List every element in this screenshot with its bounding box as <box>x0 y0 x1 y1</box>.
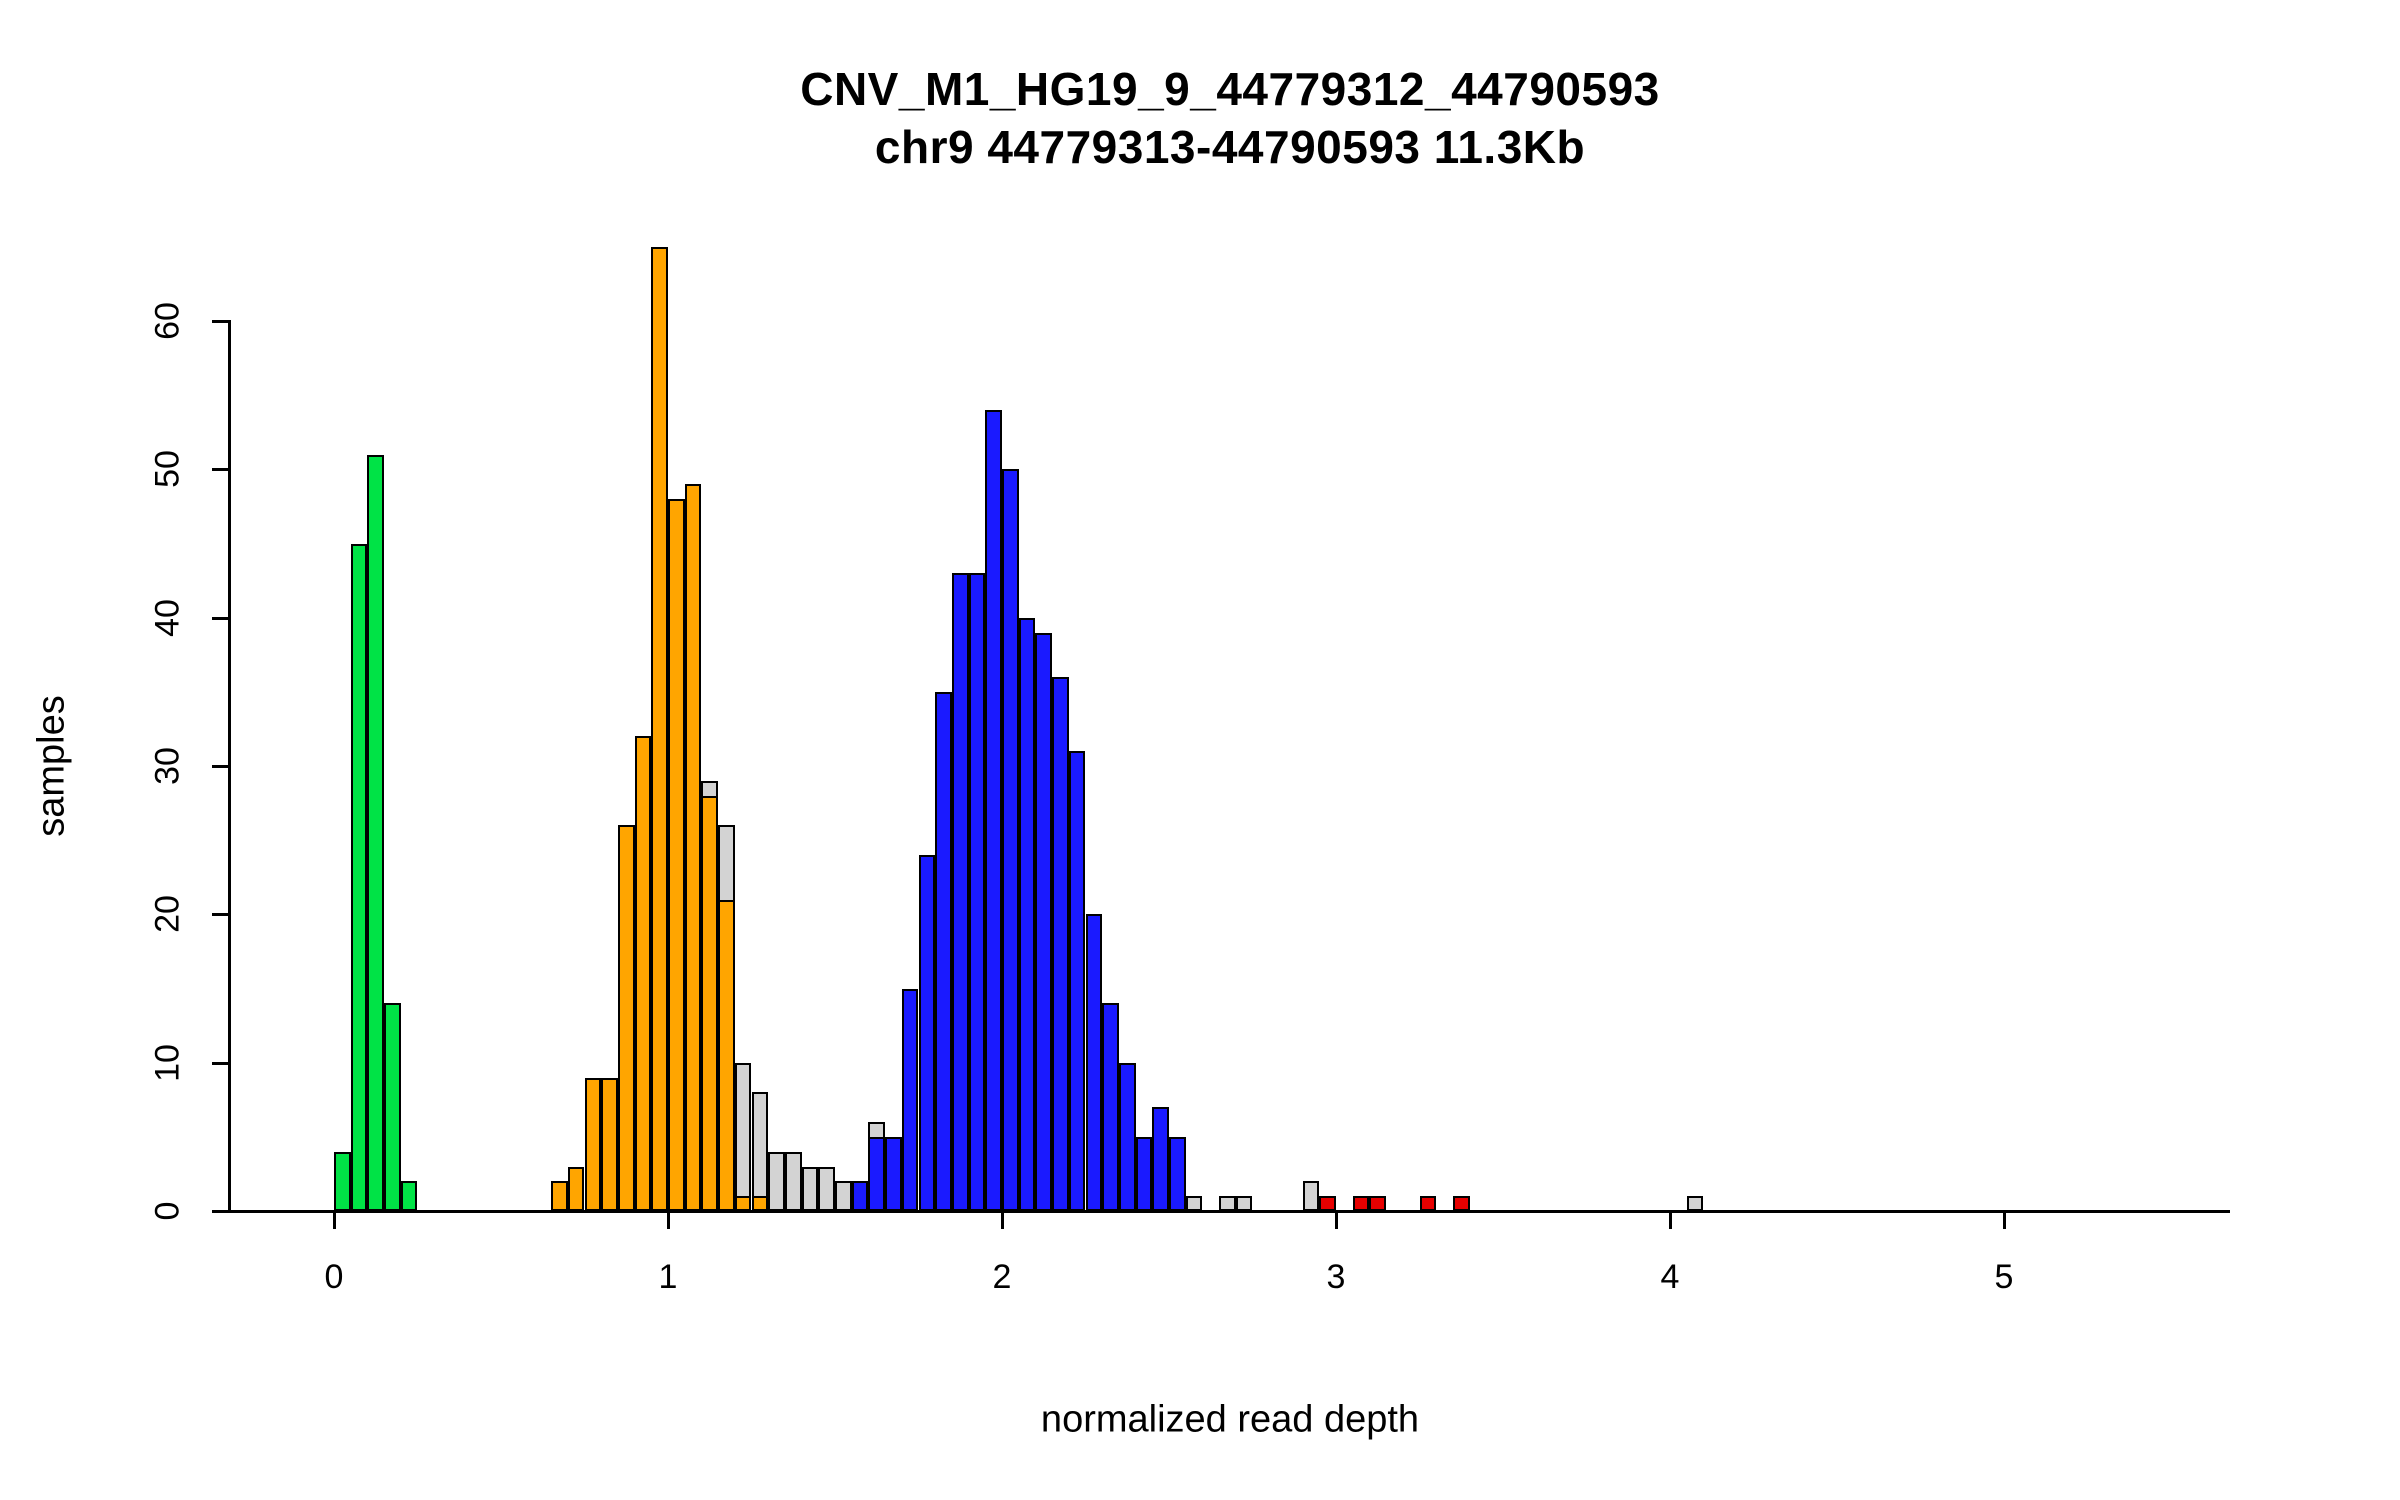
y-axis-tick-label: 60 <box>148 302 187 340</box>
hist-bar-blue <box>918 855 936 1211</box>
y-axis-tick <box>212 765 228 768</box>
hist-bar-blue <box>951 573 969 1211</box>
y-axis-tick <box>212 320 228 323</box>
hist-bar-green <box>367 454 385 1211</box>
y-axis-tick <box>212 468 228 472</box>
y-axis-tick-label: 50 <box>148 450 187 489</box>
x-axis-label: normalized read depth <box>1040 1398 1420 1441</box>
hist-bar-orange <box>701 795 719 1211</box>
hist-bar-orange <box>668 499 685 1211</box>
y-axis-tick <box>212 913 228 917</box>
y-axis-tick <box>212 616 228 620</box>
hist-bar-gray <box>768 1151 785 1211</box>
hist-bar-blue <box>1035 632 1053 1211</box>
x-axis-line <box>228 1210 2230 1213</box>
hist-bar-orange <box>617 825 635 1211</box>
x-axis-tick <box>2003 1213 2006 1229</box>
hist-bar-gray <box>1219 1196 1236 1211</box>
x-axis-tick <box>1669 1213 1672 1229</box>
x-axis-tick-label: 0 <box>324 1258 344 1296</box>
hist-bar-red <box>1369 1196 1387 1211</box>
hist-bar-gray <box>1686 1196 1704 1211</box>
hist-bar-orange <box>751 1196 769 1211</box>
x-axis-tick-label: 2 <box>992 1258 1012 1296</box>
y-axis-tick <box>212 1210 228 1213</box>
y-axis-tick-label: 10 <box>148 1043 187 1082</box>
hist-bar-blue <box>885 1136 902 1211</box>
x-axis-tick-label: 5 <box>1994 1258 2014 1296</box>
hist-bar-blue <box>1102 1003 1119 1211</box>
y-axis-tick-label: 20 <box>148 895 187 934</box>
hist-bar-green <box>334 1151 351 1211</box>
hist-bar-green <box>350 543 368 1211</box>
hist-bar-blue <box>1169 1136 1186 1211</box>
hist-bar-orange <box>718 899 735 1211</box>
x-axis-tick-label: 1 <box>658 1258 678 1296</box>
hist-bar-green <box>384 1003 401 1211</box>
x-axis-tick <box>333 1213 336 1229</box>
chart-title: CNV_M1_HG19_9_44779312_44790593 <box>800 63 1660 115</box>
hist-bar-blue <box>1018 617 1036 1211</box>
y-axis-tick <box>212 1061 228 1065</box>
hist-bar-blue <box>1068 751 1086 1211</box>
x-axis-tick <box>667 1213 670 1229</box>
hist-bar-orange <box>651 246 668 1211</box>
hist-bar-orange <box>551 1181 568 1211</box>
hist-bar-gray <box>1185 1196 1203 1211</box>
hist-bar-gray-background <box>734 1062 752 1211</box>
hist-bar-gray <box>818 1166 835 1211</box>
hist-bar-blue <box>1052 677 1069 1211</box>
hist-bar-orange <box>734 1196 752 1211</box>
hist-bar-blue <box>901 988 919 1211</box>
hist-bar-blue <box>868 1136 886 1211</box>
hist-bar-gray <box>1302 1181 1320 1211</box>
y-axis-line <box>228 320 231 1212</box>
x-axis-tick <box>1335 1213 1338 1229</box>
hist-bar-orange <box>684 484 702 1211</box>
hist-bar-red <box>1452 1196 1470 1211</box>
hist-bar-blue <box>1002 469 1019 1211</box>
hist-bar-blue <box>851 1181 869 1211</box>
x-axis-tick-label: 4 <box>1660 1258 1680 1296</box>
hist-bar-gray <box>835 1181 852 1211</box>
hist-bar-gray <box>1235 1196 1253 1211</box>
hist-bar-blue <box>1135 1136 1153 1211</box>
hist-bar-red <box>1419 1196 1437 1211</box>
hist-bar-green <box>400 1181 418 1211</box>
hist-bar-blue <box>1118 1062 1136 1211</box>
hist-bar-blue <box>1085 914 1103 1211</box>
y-axis-tick-label: 30 <box>148 747 187 785</box>
x-axis-tick-label: 3 <box>1326 1258 1346 1296</box>
hist-bar-orange <box>634 736 652 1211</box>
hist-bar-orange <box>601 1077 618 1211</box>
hist-bar-blue <box>1152 1107 1169 1211</box>
y-axis-tick-label: 0 <box>148 1201 187 1221</box>
hist-bar-gray-background <box>751 1092 769 1211</box>
hist-bar-blue <box>968 573 986 1211</box>
hist-bar-gray <box>784 1151 802 1211</box>
x-axis-tick <box>1001 1213 1004 1229</box>
hist-bar-gray <box>801 1166 819 1211</box>
hist-bar-red <box>1319 1196 1336 1211</box>
hist-bar-orange <box>567 1166 585 1211</box>
hist-bar-blue <box>985 410 1002 1211</box>
y-axis-tick-label: 40 <box>148 598 187 637</box>
hist-bar-orange <box>584 1077 602 1211</box>
chart-subtitle: chr9 44779313-44790593 11.3Kb <box>874 121 1586 173</box>
hist-bar-red <box>1352 1196 1370 1211</box>
hist-bar-blue <box>935 691 952 1211</box>
